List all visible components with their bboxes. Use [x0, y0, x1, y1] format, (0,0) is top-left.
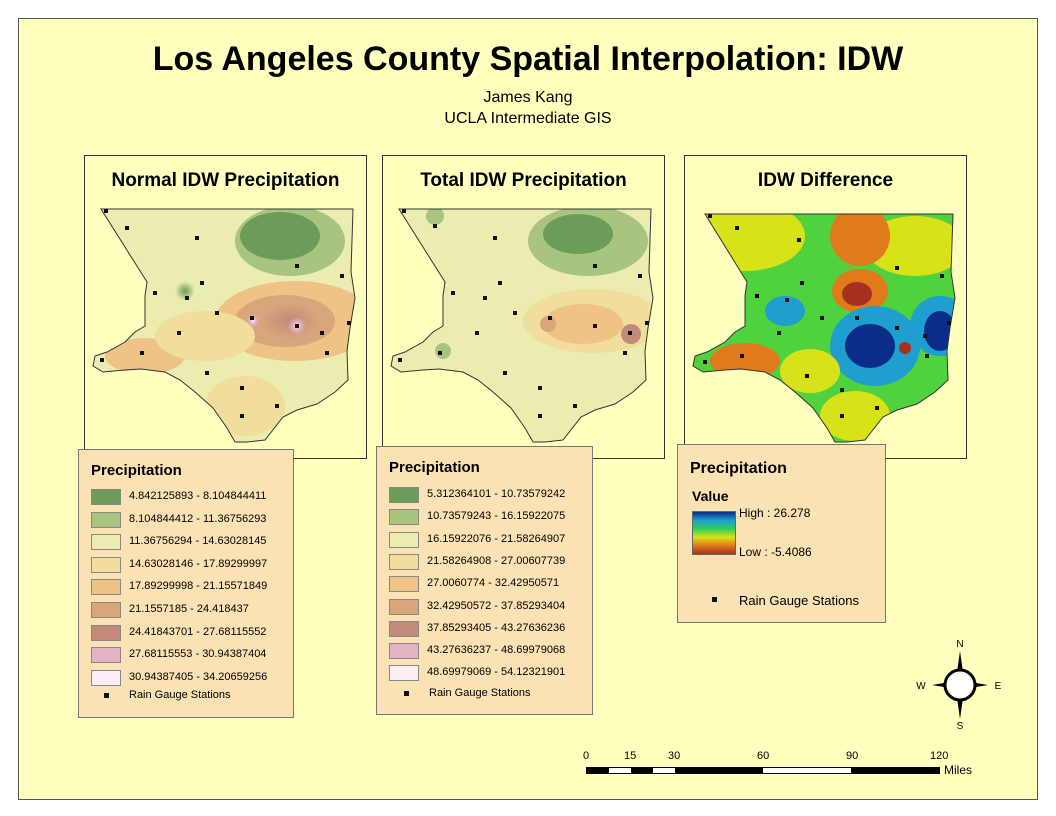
legend-class-label: 32.42950572 - 37.85293404 — [427, 599, 566, 612]
course-name: UCLA Intermediate GIS — [444, 110, 612, 127]
legend-class-label: 11.36756294 - 14.63028145 — [129, 535, 267, 548]
legend-swatch — [389, 665, 419, 682]
compass-s: S — [957, 721, 964, 732]
legend-total-title: Precipitation — [389, 459, 480, 476]
station-legend-dot — [104, 693, 109, 698]
legend-difference: Precipitation Value High : 26.278 Low : … — [677, 444, 886, 623]
map-total — [390, 208, 654, 443]
legend-swatch — [91, 511, 121, 528]
scale-tick-90: 90 — [846, 750, 859, 762]
legend-swatch — [91, 602, 121, 618]
station-dots-difference — [703, 214, 951, 418]
map-frame-total: Total IDW Precipitation — [382, 155, 665, 459]
legend-swatch — [389, 643, 419, 660]
legend-class-label: 14.63028146 - 17.89299997 — [129, 557, 268, 570]
legend-swatch — [91, 647, 121, 664]
scale-tick-15: 15 — [624, 750, 637, 762]
legend-diff-title: Precipitation — [690, 460, 787, 477]
legend-class-label: 8.104844412 - 11.36756293 — [129, 512, 267, 525]
scale-tick-0: 0 — [583, 750, 590, 762]
north-arrow-icon: N S W E — [916, 639, 1002, 732]
scale-bar — [586, 767, 940, 774]
author-name: James Kang — [483, 89, 573, 106]
legend-swatch — [389, 487, 419, 503]
legend-normal-title: Precipitation — [91, 462, 182, 479]
legend-swatch — [91, 579, 121, 596]
legend-class-label: 37.85293405 - 43.27636236 — [427, 621, 566, 634]
legend-swatch — [389, 576, 419, 593]
stations-label-total: Rain Gauge Stations — [429, 687, 531, 699]
station-dots-total — [398, 209, 649, 418]
legend-class-label: 30.94387405 - 34.20659256 — [129, 670, 268, 683]
legend-class-label: 4.842125893 - 8.104844411 — [129, 490, 267, 502]
color-ramp — [692, 511, 736, 555]
legend-swatch — [389, 553, 419, 570]
scale-tick-60: 60 — [757, 750, 770, 762]
legend-class-label: 27.68115553 - 30.94387404 — [129, 648, 267, 661]
legend-swatch — [91, 534, 121, 551]
legend-class-label: 21.1557185 - 24.418437 — [129, 603, 249, 615]
legend-swatch — [91, 669, 121, 686]
legend-swatch — [389, 531, 419, 548]
panel-title-total: Total IDW Precipitation — [420, 170, 627, 191]
legend-swatch — [91, 556, 121, 573]
legend-class-label: 5.312364101 - 10.73579242 — [427, 488, 566, 500]
compass-w: W — [916, 681, 926, 692]
station-legend-dot — [404, 691, 409, 696]
legend-class-label: 48.69979069 - 54.12321901 — [427, 666, 566, 679]
scale-tick-30: 30 — [668, 750, 681, 762]
legend-diff-high: High : 26.278 — [739, 506, 811, 520]
panel-title-normal: Normal IDW Precipitation — [111, 170, 340, 191]
legend-normal: Precipitation 4.842125893 - 8.104844411 8… — [78, 449, 294, 718]
map-frame-normal: Normal IDW Precipitation — [84, 155, 367, 459]
scale-tick-120: 120 — [930, 750, 949, 762]
station-legend-dot — [712, 597, 717, 602]
legend-swatch — [389, 598, 419, 615]
map-title: Los Angeles County Spatial Interpolation… — [152, 40, 904, 78]
legend-class-label: 17.89299998 - 21.15571849 — [129, 580, 268, 593]
stations-label-normal: Rain Gauge Stations — [129, 689, 231, 701]
legend-class-label: 43.27636237 - 48.69979068 — [427, 644, 566, 657]
compass-e: E — [995, 681, 1002, 692]
legend-class-label: 21.58264908 - 27.00607739 — [427, 554, 566, 567]
map-normal — [92, 208, 356, 443]
legend-swatch — [91, 489, 121, 505]
legend-class-label: 16.15922076 - 21.58264907 — [427, 532, 566, 545]
legend-class-label: 27.0060774 - 32.42950571 — [427, 577, 560, 590]
map-difference — [692, 213, 956, 443]
legend-total: Precipitation 5.312364101 - 10.73579242 1… — [376, 446, 593, 715]
panel-title-difference: IDW Difference — [757, 170, 894, 191]
legend-swatch — [389, 509, 419, 526]
compass-n: N — [956, 639, 963, 650]
station-dots-normal — [100, 209, 351, 418]
legend-class-label: 24.41843701 - 27.68115552 — [129, 625, 267, 638]
legend-diff-value-label: Value — [692, 488, 729, 504]
legend-swatch — [389, 620, 419, 637]
legend-diff-low: Low : -5.4086 — [739, 545, 812, 559]
map-frame-difference: IDW Difference — [684, 155, 967, 459]
legend-class-label: 10.73579243 - 16.15922075 — [427, 510, 566, 523]
legend-swatch — [91, 624, 121, 641]
stations-label-diff: Rain Gauge Stations — [739, 593, 859, 608]
scale-units: Miles — [944, 763, 973, 777]
